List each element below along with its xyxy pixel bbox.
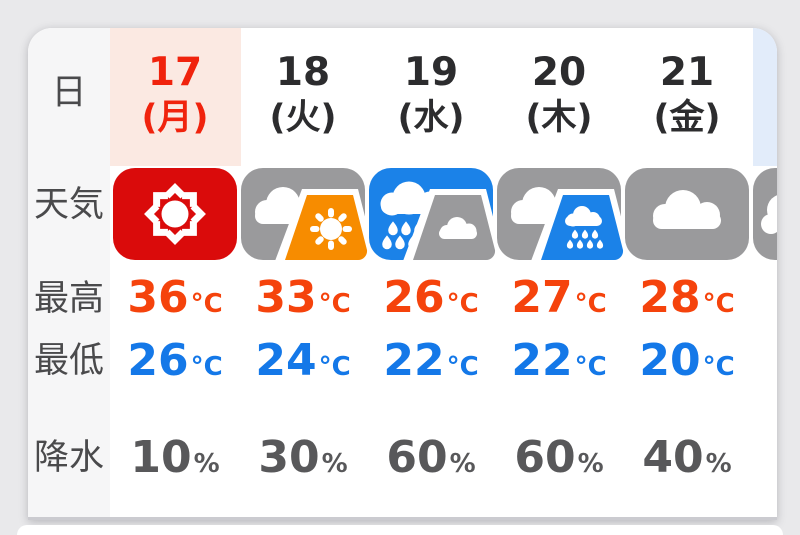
date-header[interactable]: 21 (金) xyxy=(625,28,749,160)
low-temp: 26 °C xyxy=(127,335,223,386)
precip-probability: 10 % xyxy=(130,432,220,483)
cloudy-then-sunny-icon xyxy=(241,168,371,260)
extreme-heat-sun-icon xyxy=(113,168,243,260)
high-temp: 28 °C xyxy=(639,272,735,323)
celsius-unit: °C xyxy=(702,352,735,382)
percent-unit: % xyxy=(577,449,604,479)
cloudy-then-rain-icon xyxy=(497,168,627,260)
percent-unit: % xyxy=(705,449,732,479)
date-number: 21 xyxy=(659,49,715,95)
cloudy-icon xyxy=(625,168,755,260)
celsius-unit: °C xyxy=(446,289,479,319)
today-header-highlight xyxy=(110,28,241,166)
high-temp: 33 °C xyxy=(255,272,351,323)
precip-probability: 60 % xyxy=(386,432,476,483)
next-card-edge xyxy=(17,525,783,535)
percent-unit: % xyxy=(449,449,476,479)
precip-probability: 30 % xyxy=(258,432,348,483)
celsius-unit: °C xyxy=(318,352,351,382)
date-number: 17 xyxy=(147,49,203,95)
celsius-unit: °C xyxy=(190,352,223,382)
celsius-unit: °C xyxy=(574,289,607,319)
cloudy-icon xyxy=(753,168,777,260)
row-header-low: 最低 xyxy=(33,341,104,381)
row-header-precip: 降水 xyxy=(33,438,104,478)
percent-unit: % xyxy=(193,449,220,479)
row-header-weather: 天気 xyxy=(33,185,104,225)
date-header[interactable]: 17 (月) xyxy=(113,28,237,160)
precip-probability: 60 % xyxy=(514,432,604,483)
rain-then-cloudy-icon xyxy=(369,168,499,260)
date-weekday: (木) xyxy=(525,97,593,138)
high-temp: 26 °C xyxy=(383,272,479,323)
celsius-unit: °C xyxy=(318,289,351,319)
low-temp: 22 °C xyxy=(511,335,607,386)
celsius-unit: °C xyxy=(702,289,735,319)
row-header-high: 最高 xyxy=(33,279,104,319)
date-weekday: (金) xyxy=(653,97,721,138)
percent-unit: % xyxy=(321,449,348,479)
celsius-unit: °C xyxy=(190,289,223,319)
date-header[interactable]: 20 (木) xyxy=(497,28,621,160)
date-header[interactable]: 18 (火) xyxy=(241,28,365,160)
precip-probability: 40 % xyxy=(642,432,732,483)
date-weekday: (火) xyxy=(269,97,337,138)
row-header-column: 日 天気 最高 最低 降水 xyxy=(28,28,110,517)
saturday-header-highlight xyxy=(753,28,777,166)
high-temp: 27 °C xyxy=(511,272,607,323)
row-header-day: 日 xyxy=(51,73,87,113)
celsius-unit: °C xyxy=(446,352,479,382)
low-temp: 20 °C xyxy=(639,335,735,386)
low-temp: 22 °C xyxy=(383,335,479,386)
celsius-unit: °C xyxy=(574,352,607,382)
forecast-table: 日 天気 最高 最低 降水 17 (月) xyxy=(28,28,777,520)
date-number: 20 xyxy=(531,49,587,95)
date-number: 19 xyxy=(403,49,459,95)
date-weekday: (月) xyxy=(141,97,209,138)
low-temp: 24 °C xyxy=(255,335,351,386)
high-temp: 36 °C xyxy=(127,272,223,323)
date-header[interactable]: 19 (水) xyxy=(369,28,493,160)
date-weekday: (水) xyxy=(397,97,465,138)
date-number: 18 xyxy=(275,49,331,95)
